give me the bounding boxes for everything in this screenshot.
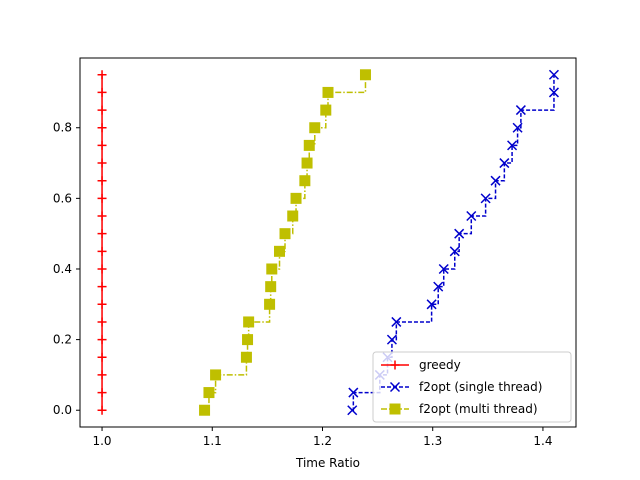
y-tick-label: 0.0 bbox=[53, 403, 72, 417]
data-point bbox=[97, 370, 107, 380]
data-point bbox=[97, 176, 107, 186]
data-point bbox=[299, 175, 311, 187]
x-tick-label: 1.2 bbox=[313, 434, 332, 448]
data-point bbox=[438, 263, 449, 275]
data-point bbox=[199, 404, 211, 416]
data-point bbox=[240, 351, 252, 363]
data-point bbox=[97, 246, 107, 256]
data-point bbox=[266, 263, 278, 275]
x-tick-label: 1.1 bbox=[203, 434, 222, 448]
data-point bbox=[515, 105, 526, 116]
y-tick-label: 0.2 bbox=[53, 333, 72, 347]
data-point bbox=[97, 388, 107, 398]
data-point bbox=[347, 405, 358, 416]
data-point bbox=[279, 228, 291, 240]
x-tick-label: 1.3 bbox=[423, 434, 442, 448]
data-point bbox=[97, 211, 107, 221]
legend-label: greedy bbox=[419, 358, 461, 372]
series-2 bbox=[199, 69, 371, 416]
legend-label: f2opt (multi thread) bbox=[419, 402, 538, 416]
data-point bbox=[97, 317, 107, 327]
data-point bbox=[359, 69, 371, 81]
data-point bbox=[97, 352, 107, 362]
data-point bbox=[322, 86, 334, 98]
y-tick-label: 0.8 bbox=[53, 121, 72, 135]
y-tick-label: 0.6 bbox=[53, 191, 72, 205]
data-point bbox=[466, 210, 477, 222]
data-point bbox=[507, 140, 518, 151]
data-point bbox=[264, 298, 276, 310]
legend-marker bbox=[389, 381, 401, 393]
data-point bbox=[265, 281, 277, 293]
legend-item: greedy bbox=[381, 358, 461, 372]
series-0 bbox=[97, 70, 107, 415]
data-point bbox=[97, 264, 107, 274]
data-point bbox=[499, 158, 510, 169]
data-point bbox=[320, 104, 332, 116]
data-point bbox=[433, 281, 444, 292]
series-line bbox=[352, 74, 555, 411]
data-point bbox=[548, 69, 559, 80]
legend-box bbox=[372, 351, 572, 423]
legend-label: f2opt (single thread) bbox=[419, 380, 542, 394]
data-point bbox=[97, 140, 107, 150]
data-point bbox=[391, 316, 402, 327]
data-point bbox=[243, 316, 255, 328]
data-point bbox=[210, 369, 222, 381]
series-1 bbox=[347, 69, 559, 416]
data-point bbox=[512, 122, 523, 133]
legend-marker bbox=[389, 403, 401, 415]
legend-marker bbox=[390, 360, 400, 370]
data-point bbox=[97, 282, 107, 292]
data-point bbox=[386, 334, 397, 345]
axes-frame bbox=[79, 57, 577, 428]
data-point bbox=[97, 229, 107, 239]
data-point bbox=[274, 245, 286, 257]
data-point bbox=[97, 105, 107, 115]
x-axis: 1.0 1.1 1.2 1.3 1.4 bbox=[92, 427, 552, 448]
data-point bbox=[480, 193, 491, 204]
x-tick-label: 1.0 bbox=[92, 434, 111, 448]
data-point bbox=[97, 158, 107, 168]
y-axis: 0.0 0.2 0.4 0.6 0.8 bbox=[53, 121, 80, 417]
data-point bbox=[548, 87, 559, 98]
data-point bbox=[97, 70, 107, 80]
data-point bbox=[454, 228, 465, 239]
data-point bbox=[242, 334, 254, 346]
data-point bbox=[97, 405, 107, 415]
data-point bbox=[97, 299, 107, 309]
data-point bbox=[203, 387, 215, 399]
data-point bbox=[97, 123, 107, 133]
data-point bbox=[97, 193, 107, 203]
legend-item: f2opt (multi thread) bbox=[381, 402, 538, 416]
data-point bbox=[309, 122, 321, 134]
x-axis-label: Time Ratio bbox=[295, 456, 360, 470]
data-point bbox=[303, 139, 315, 151]
y-tick-label: 0.4 bbox=[53, 262, 72, 276]
data-point bbox=[301, 157, 313, 169]
data-point bbox=[449, 246, 460, 257]
x-tick-label: 1.4 bbox=[533, 434, 552, 448]
series-layer bbox=[97, 69, 559, 416]
data-point bbox=[287, 210, 299, 222]
data-point bbox=[426, 299, 437, 310]
data-point bbox=[97, 87, 107, 97]
legend: greedy f2opt (single thread) f2opt (multi … bbox=[372, 351, 572, 423]
data-point bbox=[97, 335, 107, 345]
legend-item: f2opt (single thread) bbox=[381, 380, 542, 394]
data-point bbox=[290, 192, 302, 204]
data-point bbox=[490, 175, 501, 186]
data-point bbox=[348, 387, 359, 398]
